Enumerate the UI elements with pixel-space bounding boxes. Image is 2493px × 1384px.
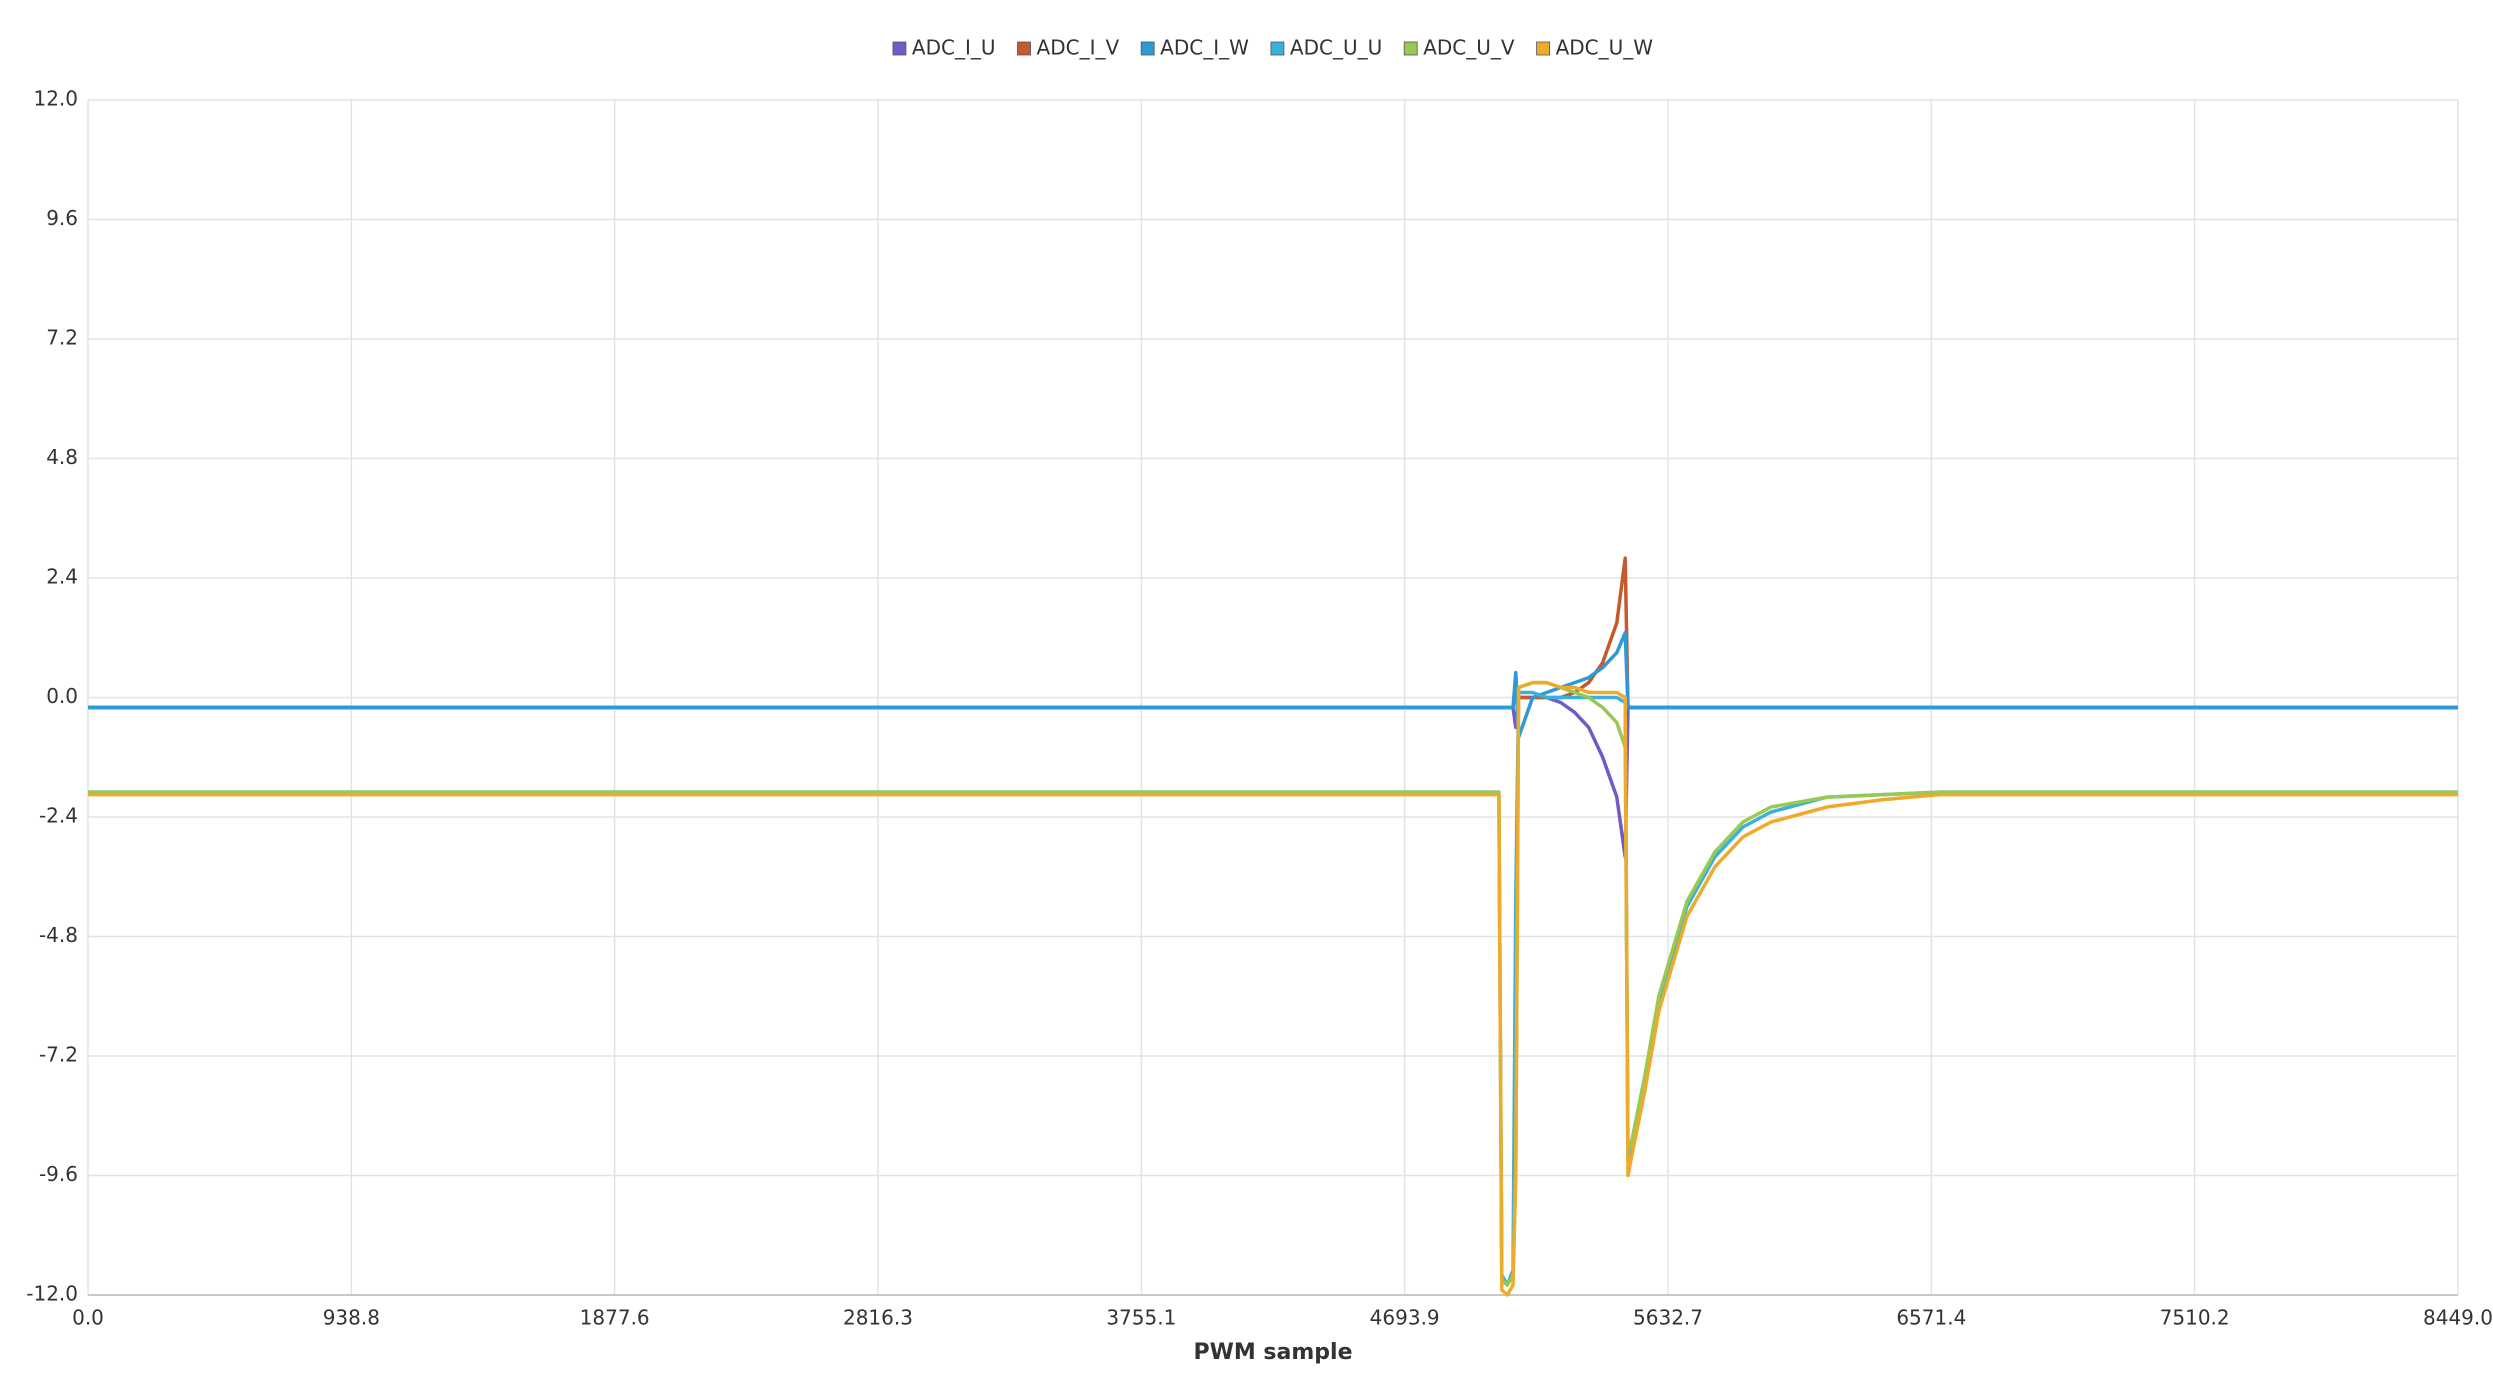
legend-item: ADC_I_U (892, 36, 996, 60)
legend-item: ADC_I_W (1140, 36, 1249, 60)
tick-labels: -12.0 -9.6 -7.2 -4.8 -2.4 0.0 2.4 4.8 7.2 9.6 12.0… (26, 87, 2493, 1330)
x-tick-label: 938.8 (323, 1306, 380, 1330)
y-tick-label: 4.8 (46, 445, 78, 469)
y-tick-label: -12.0 (26, 1282, 78, 1306)
y-tick-label: -7.2 (39, 1043, 78, 1067)
legend-label: ADC_U_V (1423, 36, 1515, 60)
x-tick-label: 1877.6 (580, 1306, 650, 1330)
y-tick-label: -2.4 (39, 804, 78, 828)
legend-item: ADC_I_V (1017, 36, 1120, 60)
series-line (88, 680, 2458, 1297)
x-tick-label: 5632.7 (1633, 1306, 1703, 1330)
x-tick-label: 0.0 (72, 1306, 104, 1330)
legend-label: ADC_I_W (1160, 36, 1249, 60)
grid (87, 99, 2459, 1296)
y-tick-label: 12.0 (33, 87, 78, 111)
legend-swatch (1017, 41, 1031, 56)
legend-label: ADC_U_U (1290, 36, 1382, 60)
legend: ADC_I_U ADC_I_V ADC_I_W ADC_U_U ADC_U_V ADC_U… (892, 36, 1654, 60)
x-tick-label: 4693.9 (1370, 1306, 1440, 1330)
y-tick-label: 0.0 (46, 684, 78, 708)
legend-swatch (892, 41, 907, 56)
x-axis-title: PWM sample (1193, 1340, 1352, 1365)
legend-swatch (1140, 41, 1155, 56)
x-tick-label: 3755.1 (1106, 1306, 1176, 1330)
legend-item: ADC_U_W (1536, 36, 1654, 60)
legend-label: ADC_I_V (1037, 36, 1120, 60)
series-line (88, 680, 2458, 1287)
series-line (88, 690, 2458, 1287)
y-tick-label: -4.8 (39, 923, 78, 947)
legend-label: ADC_U_W (1556, 36, 1654, 60)
legend-item: ADC_U_V (1403, 36, 1515, 60)
legend-item: ADC_U_U (1270, 36, 1382, 60)
x-tick-label: 6571.4 (1896, 1306, 1966, 1330)
legend-swatch (1270, 41, 1285, 56)
series-line (88, 631, 2458, 740)
series-line (88, 556, 2458, 710)
y-tick-label: -9.6 (39, 1162, 78, 1186)
legend-swatch (1403, 41, 1418, 56)
plot-lines (88, 556, 2458, 1297)
y-tick-label: 7.2 (46, 326, 78, 350)
x-tick-label: 8449.0 (2423, 1306, 2493, 1330)
x-tick-label: 2816.3 (843, 1306, 913, 1330)
legend-label: ADC_I_U (912, 36, 996, 60)
y-tick-label: 2.4 (46, 565, 78, 589)
x-tick-label: 7510.2 (2160, 1306, 2230, 1330)
series-line (88, 695, 2458, 859)
legend-swatch (1536, 41, 1551, 56)
y-tick-label: 9.6 (46, 206, 78, 230)
